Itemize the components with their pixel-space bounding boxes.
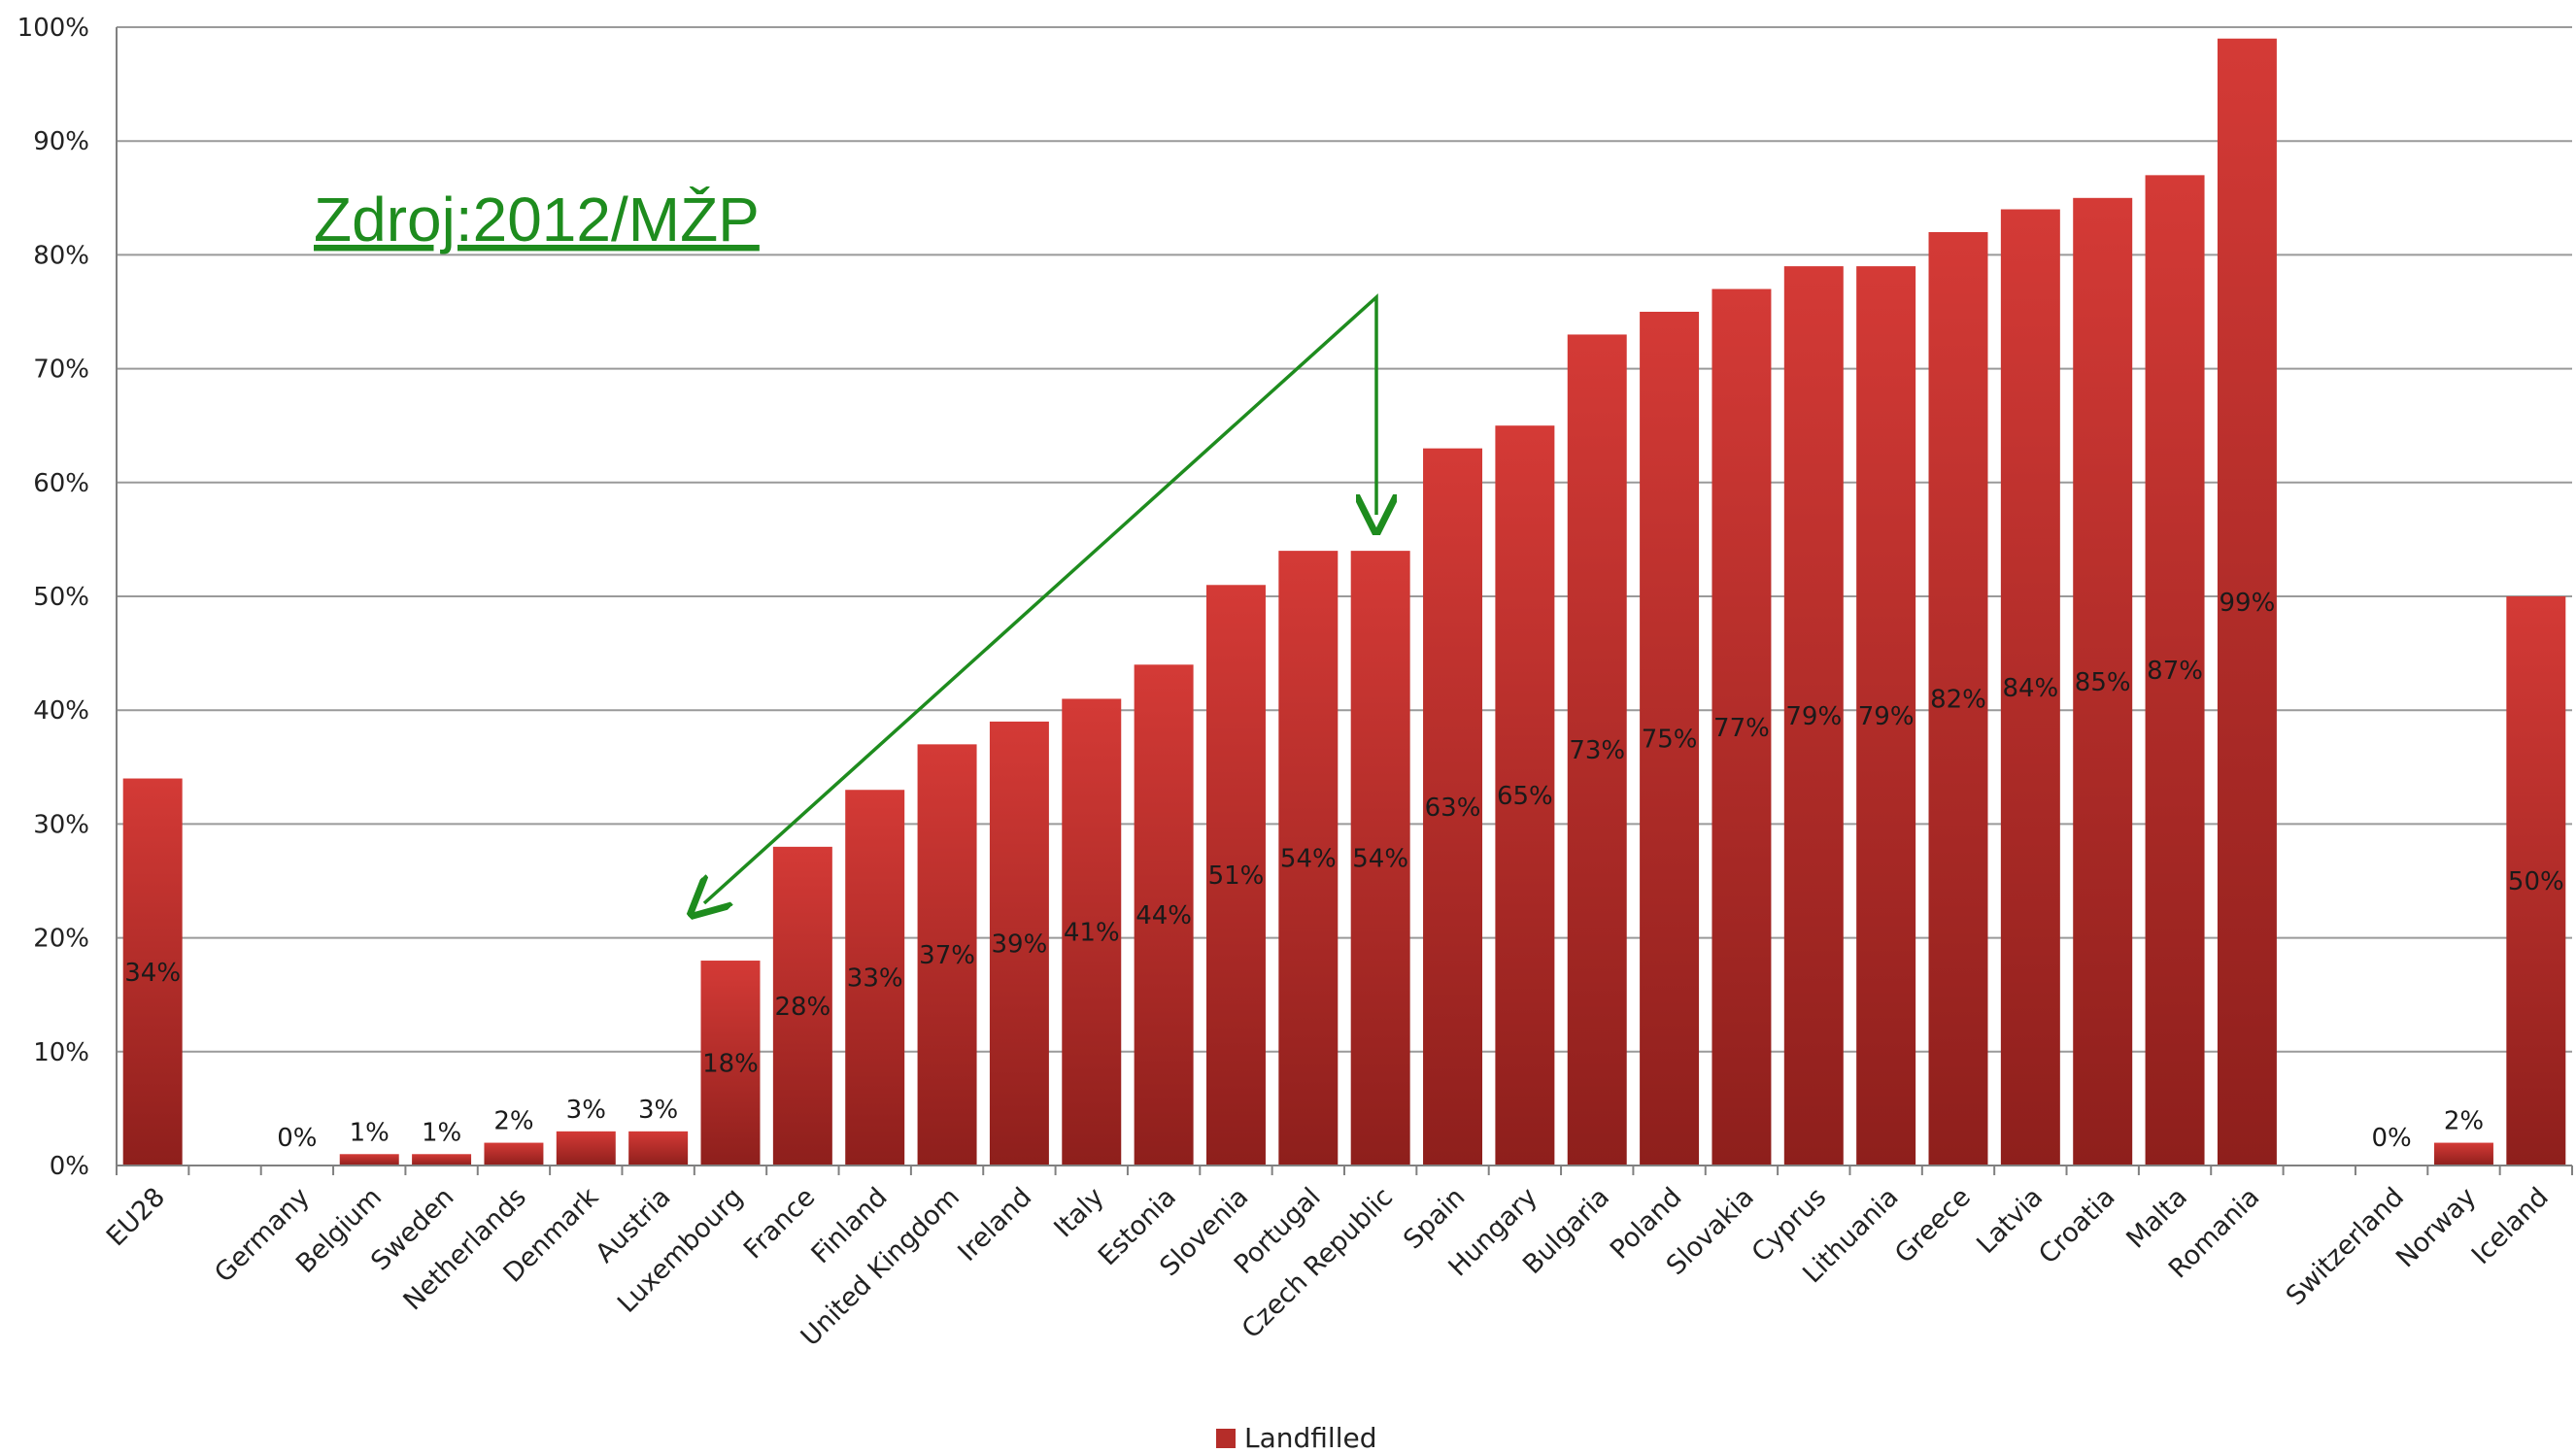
data-label: 82% xyxy=(1930,685,1986,714)
data-label: 54% xyxy=(1280,845,1337,874)
data-label: 0% xyxy=(2371,1124,2411,1153)
y-tick-label: 90% xyxy=(33,127,89,156)
bar xyxy=(484,1142,544,1166)
category-label: Luxembourg xyxy=(612,1182,749,1319)
bar xyxy=(2433,1142,2493,1166)
bar xyxy=(1567,334,1627,1166)
data-label: 50% xyxy=(2508,867,2564,896)
data-label: 75% xyxy=(1642,726,1698,755)
legend-swatch xyxy=(1216,1429,1236,1448)
bar xyxy=(2506,596,2566,1166)
category-label: EU28 xyxy=(101,1182,171,1252)
bar xyxy=(1495,425,1555,1166)
data-label: 79% xyxy=(1858,702,1915,731)
data-label: 2% xyxy=(2444,1107,2484,1136)
category-label: Croatia xyxy=(2033,1182,2121,1270)
data-label: 44% xyxy=(1135,901,1192,930)
data-label: 33% xyxy=(847,964,903,994)
y-axis-tick-labels: 0% 10% 20% 30% 40% 50% 60% 70% 80% 90% 100% xyxy=(17,14,89,1181)
bar xyxy=(1783,266,1844,1166)
y-tick-label: 100% xyxy=(17,14,89,43)
data-label: 39% xyxy=(992,929,1048,959)
category-label: Switzerland xyxy=(2281,1182,2410,1311)
data-label: 51% xyxy=(1208,862,1265,891)
bar xyxy=(1856,266,1916,1166)
y-tick-label: 80% xyxy=(33,241,89,270)
data-label: 3% xyxy=(566,1096,606,1125)
bar xyxy=(2073,197,2133,1166)
category-label: Norway xyxy=(2390,1182,2482,1273)
category-label: Ireland xyxy=(952,1182,1037,1267)
data-label: 0% xyxy=(277,1124,317,1153)
bar xyxy=(339,1154,399,1166)
category-label: Iceland xyxy=(2466,1182,2555,1270)
bar xyxy=(700,961,761,1166)
data-label: 1% xyxy=(422,1118,461,1147)
bar xyxy=(2145,175,2205,1166)
data-label: 99% xyxy=(2220,589,2276,618)
data-label: 18% xyxy=(702,1050,759,1079)
legend: Landfilled xyxy=(1216,1422,1376,1453)
data-label: 37% xyxy=(919,941,975,970)
data-label: 1% xyxy=(350,1118,390,1147)
data-label: 79% xyxy=(1785,702,1842,731)
category-label: Greece xyxy=(1889,1182,1977,1269)
annotation-arrows xyxy=(704,293,1376,903)
data-label: 34% xyxy=(124,959,181,988)
y-tick-label: 20% xyxy=(33,925,89,954)
data-label: 2% xyxy=(493,1107,533,1136)
bars xyxy=(122,38,2566,1166)
data-label: 85% xyxy=(2075,668,2131,697)
data-label: 54% xyxy=(1352,845,1408,874)
data-label: 65% xyxy=(1497,782,1553,811)
category-label: Italy xyxy=(1048,1182,1109,1243)
bar xyxy=(1423,448,1483,1166)
data-label: 84% xyxy=(2002,674,2058,703)
y-tick-label: 10% xyxy=(33,1038,89,1067)
bar xyxy=(1712,288,1772,1166)
legend-label: Landfilled xyxy=(1244,1422,1376,1453)
bar xyxy=(122,778,183,1166)
y-tick-label: 50% xyxy=(33,583,89,612)
bar xyxy=(556,1131,616,1166)
bar xyxy=(1640,312,1700,1166)
data-label: 73% xyxy=(1569,736,1625,765)
category-labels: EU28 GermanyBelgiumSwedenNetherlandsDenma… xyxy=(101,1182,2555,1352)
bar xyxy=(1928,231,1988,1166)
data-label: 28% xyxy=(774,993,830,1022)
y-tick-label: 60% xyxy=(33,469,89,498)
bar xyxy=(2217,38,2277,1166)
data-label: 63% xyxy=(1425,794,1481,823)
data-label: 3% xyxy=(638,1096,678,1125)
bar xyxy=(628,1131,689,1166)
bar xyxy=(412,1154,472,1166)
category-label: Germany xyxy=(209,1182,316,1289)
data-label: 41% xyxy=(1064,919,1120,948)
y-tick-label: 0% xyxy=(50,1152,89,1181)
x-axis xyxy=(116,27,2573,1175)
data-label: 77% xyxy=(1713,714,1770,743)
y-tick-label: 70% xyxy=(33,355,89,385)
y-tick-label: 40% xyxy=(33,696,89,726)
data-label: 87% xyxy=(2147,657,2203,686)
y-tick-label: 30% xyxy=(33,810,89,839)
source-annotation: Zdroj:2012/MŽP xyxy=(314,185,760,254)
bar xyxy=(2000,209,2060,1166)
